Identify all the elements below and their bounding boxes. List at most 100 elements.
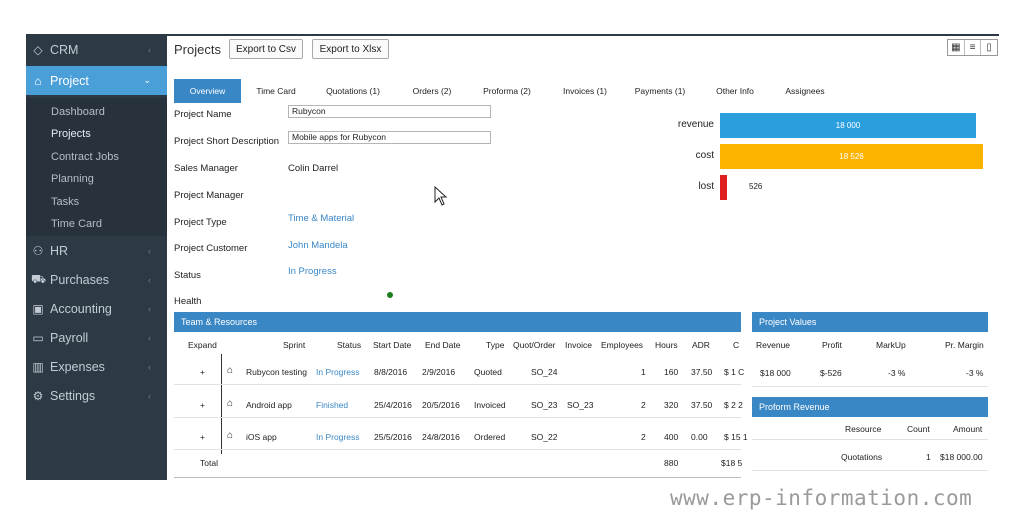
project-type-link[interactable]: Time & Material [288, 213, 355, 224]
short-description-field[interactable]: Mobile apps for Rubycon [288, 131, 491, 144]
cell-status[interactable]: Finished [316, 400, 349, 410]
col-invoice: Invoice [565, 340, 592, 350]
form-view-icon[interactable]: ▯ [986, 42, 992, 53]
sidebar-subitem-tasks[interactable]: Tasks [51, 196, 80, 208]
cell-hours: 160 [664, 367, 679, 377]
col-start-date: Start Date [373, 340, 412, 350]
sidebar-item-crm[interactable]: ◇ CRM ‹ [26, 35, 167, 64]
cell-quot: SO_24 [531, 367, 558, 377]
chart-value-label: 18 526 [839, 152, 864, 161]
page-title: Projects [174, 42, 221, 57]
row-divider [174, 384, 741, 385]
chart-category-label: lost [698, 181, 714, 192]
sidebar-item-payroll[interactable]: ▭ Payroll ‹ [26, 323, 167, 352]
sidebar-item-settings[interactable]: ⚙ Settings ‹ [26, 381, 167, 410]
sidebar-item-expenses[interactable]: ▥ Expenses ‹ [26, 352, 167, 381]
sidebar-subitem-projects[interactable]: Projects [51, 128, 91, 140]
export-csv-button[interactable]: Export to Csv [229, 39, 303, 59]
tab-overview[interactable]: Overview [174, 79, 241, 103]
pv-col-revenue: Revenue [756, 340, 791, 350]
col-quot-order: Quot/Order [513, 340, 556, 350]
chart-category-label: cost [695, 150, 714, 161]
project-type-label: Project Type [174, 217, 227, 228]
row-divider [752, 439, 988, 440]
column-divider [221, 354, 222, 454]
expand-button[interactable]: + [200, 432, 205, 442]
sidebar-subitem-planning[interactable]: Planning [51, 173, 94, 185]
cell-sprint: Rubycon testing [246, 367, 307, 377]
expand-button[interactable]: + [200, 367, 205, 377]
sales-manager-label: Sales Manager [174, 163, 238, 174]
cell-adr: 37.50 [691, 367, 713, 377]
list-view-icon[interactable]: ≡ [965, 40, 982, 55]
cell-sprint: Android app [246, 400, 292, 410]
sidebar-item-label: Purchases [50, 272, 110, 287]
tab-payments[interactable]: Payments (1) [634, 86, 686, 96]
status-label: Status [174, 270, 201, 281]
total-hours: 880 [664, 458, 679, 468]
grid-view-icon[interactable]: ▦ [948, 40, 965, 55]
tab-orders[interactable]: Orders (2) [412, 86, 452, 96]
sidebar-subitem-time-card[interactable]: Time Card [51, 218, 102, 230]
sidebar-item-label: Project [50, 73, 89, 88]
sidebar-item-label: HR [50, 243, 69, 258]
row-divider [174, 417, 741, 418]
tab-time-card[interactable]: Time Card [256, 86, 296, 96]
chevron-left-icon: ‹ [148, 332, 151, 343]
tab-other-info[interactable]: Other Info [716, 86, 754, 96]
cell-status[interactable]: In Progress [316, 367, 360, 377]
pv-markup: -3 % [888, 368, 906, 378]
sidebar-item-label: Accounting [50, 301, 112, 316]
cell-status[interactable]: In Progress [316, 432, 360, 442]
cell-end: 20/5/2016 [422, 400, 460, 410]
health-label: Health [174, 296, 202, 307]
pr-col-resource: Resource [845, 424, 882, 434]
col-status: Status [337, 340, 362, 350]
sidebar-subitem-dashboard[interactable]: Dashboard [51, 106, 105, 118]
tab-proforma[interactable]: Proforma (2) [483, 86, 531, 96]
pr-col-count: Count [907, 424, 930, 434]
tab-invoices[interactable]: Invoices (1) [563, 86, 607, 96]
row-divider [174, 449, 741, 450]
cell-type: Invoiced [474, 400, 506, 410]
cell-start: 25/4/2016 [374, 400, 412, 410]
cell-hours: 320 [664, 400, 679, 410]
cell-c: $ 15 1 [724, 432, 748, 442]
col-sprint: Sprint [283, 340, 306, 350]
project-name-field[interactable]: Rubycon [288, 105, 491, 118]
project-customer-link[interactable]: John Mandela [288, 240, 348, 251]
sidebar-subitem-contract-jobs[interactable]: Contract Jobs [51, 151, 119, 163]
cell-sprint: iOS app [246, 432, 277, 442]
cell-end: 2/9/2016 [422, 367, 456, 377]
chart-bar-lost [720, 175, 727, 200]
sidebar: ◇ CRM ‹ ⌂ Project ⌄ Dashboard Projects C… [26, 34, 167, 480]
tab-quotations[interactable]: Quotations (1) [326, 86, 380, 96]
pv-margin: -3 % [966, 368, 984, 378]
status-link[interactable]: In Progress [288, 266, 337, 277]
mouse-cursor-icon [434, 186, 448, 206]
sidebar-item-project[interactable]: ⌂ Project ⌄ [26, 66, 167, 95]
pr-count: 1 [926, 452, 931, 462]
sidebar-item-label: Expenses [50, 359, 105, 374]
sidebar-item-purchases[interactable]: ⛟ Purchases ‹ [26, 265, 167, 294]
cell-employees: 2 [641, 400, 646, 410]
watermark: www.erp-information.com [670, 486, 973, 510]
row-divider [752, 386, 988, 387]
team-resources-header: Team & Resources [174, 312, 741, 332]
cell-invoice: SO_23 [567, 400, 594, 410]
export-xlsx-button[interactable]: Export to Xlsx [312, 39, 389, 59]
col-c: C [733, 340, 740, 350]
cell-type: Ordered [474, 432, 506, 442]
people-icon: ⚇ [32, 243, 44, 258]
header-border [167, 34, 999, 36]
project-values-header: Project Values [752, 312, 988, 332]
tab-assignees[interactable]: Assignees [785, 86, 825, 96]
pv-col-margin: Pr. Margin [945, 340, 984, 350]
sidebar-item-hr[interactable]: ⚇ HR ‹ [26, 236, 167, 265]
sidebar-item-accounting[interactable]: ▣ Accounting ‹ [26, 294, 167, 323]
expand-button[interactable]: + [200, 400, 205, 410]
cell-employees: 1 [641, 367, 646, 377]
chevron-left-icon: ‹ [148, 245, 151, 256]
cell-adr: 37.50 [691, 400, 713, 410]
total-label: Total [200, 458, 218, 468]
